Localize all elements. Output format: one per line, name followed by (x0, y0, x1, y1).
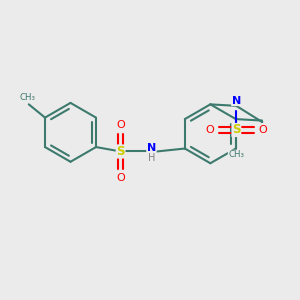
Text: H: H (148, 153, 156, 163)
Text: O: O (258, 125, 267, 135)
Text: S: S (232, 124, 241, 136)
Text: N: N (147, 142, 156, 153)
Text: CH₃: CH₃ (228, 150, 244, 159)
Text: S: S (116, 145, 125, 158)
Text: O: O (206, 125, 214, 135)
Text: CH₃: CH₃ (19, 93, 35, 102)
Text: O: O (116, 120, 125, 130)
Text: N: N (232, 95, 241, 106)
Text: O: O (116, 173, 125, 183)
